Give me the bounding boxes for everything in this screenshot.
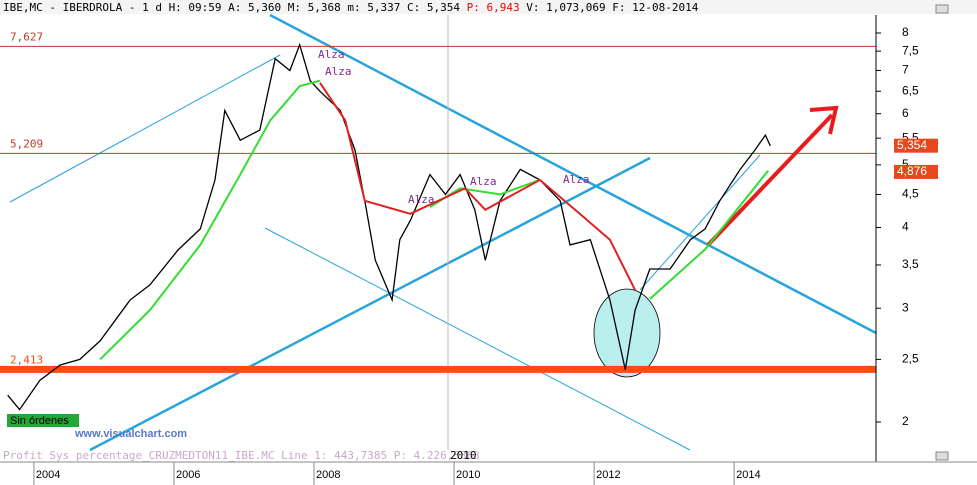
annotation: Alza <box>325 65 352 78</box>
trend-line <box>9 54 281 203</box>
highlight-circle <box>593 288 661 378</box>
x-tick-label: 2006 <box>176 469 200 481</box>
x-tick-label: 2008 <box>316 469 340 481</box>
plot: 7,627 5,209 2,413 Alza Alza Alza Alza Alza <box>0 30 876 411</box>
y-tick-label: 6,5 <box>902 83 919 97</box>
y-tick-label: 7,5 <box>902 43 919 57</box>
price-tag <box>894 164 938 179</box>
y-tick-label: 2,5 <box>902 352 919 366</box>
order-status-box <box>7 414 79 427</box>
x-tick-label: 2012 <box>596 469 620 481</box>
arrow-shaft <box>706 113 834 247</box>
y-tick-label: 2 <box>902 414 909 428</box>
level-label: 7,627 <box>10 30 43 43</box>
x-tick-label: 2014 <box>736 469 760 481</box>
header-main: IBE,MC - IBERDROLA - 1 d H: 09:59 A: 5,3… <box>3 1 460 14</box>
annotation: Alza <box>470 175 497 188</box>
price-tag-label: 5,354 <box>897 138 927 152</box>
y-tick-label: 3 <box>902 300 909 314</box>
header-bar <box>0 0 977 14</box>
header-tail: V: 1,073,069 F: 12-08-2014 <box>526 1 699 14</box>
x-tick-label: 2004 <box>36 469 60 481</box>
order-status: Sin órdenes <box>10 415 69 427</box>
y-tick-label: 7 <box>902 63 909 77</box>
header-red: P: 6,943 <box>467 1 520 14</box>
trend-line <box>639 154 761 291</box>
y-tick-label: 4,5 <box>902 187 919 201</box>
y-tick-label: 3,5 <box>902 257 919 271</box>
level-label: 5,209 <box>10 137 43 150</box>
trend-line <box>264 227 691 451</box>
annotation: Alza <box>318 48 345 61</box>
y-tick-label: 5 <box>902 157 909 171</box>
scroll-button[interactable] <box>935 4 949 14</box>
indicator-text: Profit Sys percentage_CRUZMEDTON11_IBE.M… <box>3 449 480 462</box>
x-tick-label: 2010 <box>456 469 480 481</box>
series-line <box>319 82 636 291</box>
scroll-button[interactable] <box>935 451 949 461</box>
trend-line <box>269 13 877 335</box>
trend-line <box>89 156 651 452</box>
trend-lines <box>9 13 877 452</box>
price-tag <box>894 138 938 153</box>
y-tick-label: 8 <box>902 25 909 39</box>
price-tag-label: 4,876 <box>897 164 927 178</box>
indicator-year: 2010 <box>450 449 477 462</box>
y-tick-label: 4 <box>902 220 909 234</box>
level-label: 2,413 <box>10 353 43 366</box>
header: IBE,MC - IBERDROLA - 1 d H: 09:59 A: 5,3… <box>3 1 699 14</box>
series-line <box>7 42 771 411</box>
y-tick-label: 6 <box>902 106 909 120</box>
annotation: Alza <box>408 193 435 206</box>
watermark: www.visualchart.com <box>74 428 187 440</box>
annotation: Alza <box>563 173 590 186</box>
arrow-head <box>809 105 839 135</box>
